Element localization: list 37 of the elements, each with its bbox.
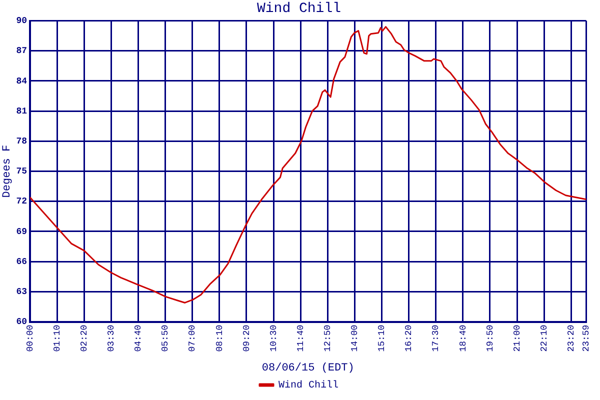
x-tick-label: 15:10 [377,324,388,352]
y-tick-label: 63 [16,286,27,297]
x-tick-label: 01:10 [52,324,62,352]
x-tick-label: 23:20 [566,324,577,352]
y-tick-label: 78 [16,136,27,146]
x-tick-label: 22:10 [539,324,550,352]
y-tick-label: 84 [16,76,28,86]
legend-label: Wind Chill [278,380,339,392]
x-tick-label: 21:00 [512,324,522,352]
x-tick-label: 14:00 [350,324,360,352]
x-tick-label: 04:40 [134,324,144,352]
x-tick-label: 03:30 [106,324,117,352]
x-tick-label: 09:20 [242,324,252,352]
x-tick-label: 18:40 [458,324,468,352]
y-tick-label: 72 [16,196,27,207]
x-tick-label: 02:20 [80,324,90,352]
y-tick-label: 90 [16,16,27,26]
y-tick-label: 87 [16,46,27,56]
x-tick-label: 17:30 [431,324,442,352]
x-tick-label: 10:30 [268,324,279,352]
x-tick-label: 19:50 [485,324,496,352]
x-tick-label: 23:59 [582,324,592,352]
x-tick-label: 12:50 [323,324,334,352]
x-tick-label: 08:10 [214,324,225,352]
x-tick-label: 00:00 [25,324,36,352]
y-tick-label: 75 [16,166,27,177]
y-axis-title: Degees F [2,144,14,198]
x-tick-label: 16:20 [404,324,414,352]
chart-title: Wind Chill [256,1,342,18]
x-axis-title: 08/06/15 (EDT) [262,362,354,374]
x-tick-label: 05:50 [160,324,171,352]
y-tick-label: 69 [16,226,27,237]
x-tick-label: 11:40 [296,324,306,352]
y-tick-label: 60 [16,317,27,328]
y-tick-label: 66 [16,256,27,267]
x-tick-label: 07:00 [188,324,198,352]
y-tick-label: 81 [16,106,28,116]
